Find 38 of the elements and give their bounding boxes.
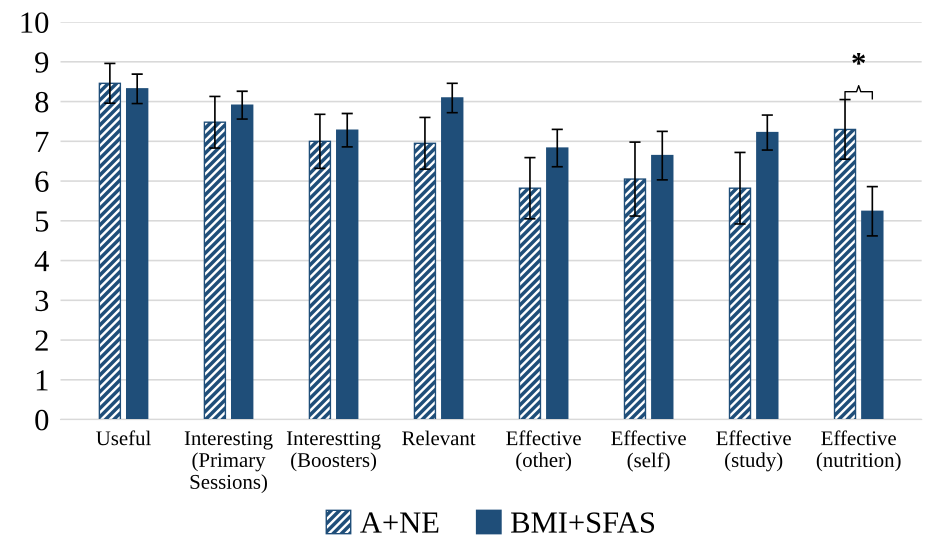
bar [546, 147, 568, 420]
bar [414, 142, 436, 420]
y-tick-label: 0 [35, 410, 48, 430]
y-tick-label: 10 [22, 12, 48, 33]
bar [834, 128, 856, 420]
y-tick-label: 1 [36, 370, 48, 390]
x-tick-label: Relevant [402, 430, 476, 446]
x-tick-label: Effective (nutrition) [816, 430, 901, 472]
bar [756, 132, 779, 420]
legend-label: A+NE [360, 512, 438, 533]
bar [518, 188, 542, 420]
y-tick-label: 9 [35, 52, 48, 73]
x-tick-label: Interestting (Boosters) [286, 431, 381, 472]
bar [98, 82, 122, 420]
y-tick-label: 2 [35, 330, 48, 351]
bar [204, 122, 226, 420]
y-tick-label: 5 [36, 211, 48, 232]
y-tick-label: 3 [36, 290, 48, 312]
x-tick-label: Useful [96, 430, 151, 446]
x-tick-label: Effective (self) [611, 430, 686, 472]
y-tick-label: 4 [34, 251, 49, 272]
bar [231, 104, 254, 420]
bar [624, 178, 646, 420]
y-tick-label: 6 [35, 171, 48, 192]
x-tick-label: Effective (other) [506, 430, 581, 472]
annotation: * [852, 53, 866, 65]
bar [336, 129, 358, 420]
bar [728, 188, 752, 420]
bar [651, 154, 674, 420]
x-tick-label: Effective (study) [716, 430, 791, 472]
bar [861, 210, 884, 420]
y-tick-label: 8 [35, 92, 48, 112]
legend-label: BMI+SFAS [511, 512, 654, 533]
y-tick-label: 7 [36, 132, 49, 152]
bar [441, 97, 464, 420]
bar [308, 140, 332, 420]
bar [126, 88, 148, 420]
x-tick-label: Interesting (Primary Sessions) [184, 431, 273, 494]
